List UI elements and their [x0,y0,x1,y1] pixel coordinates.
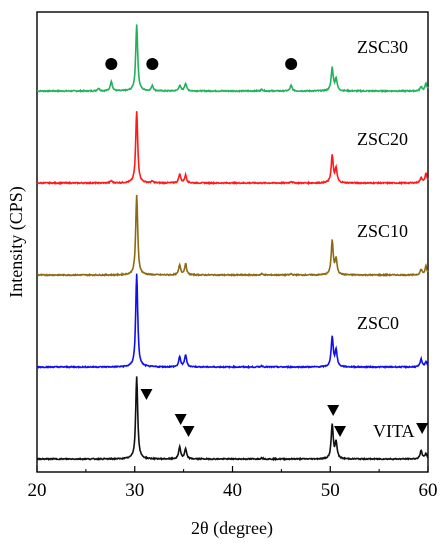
x-tick-label: 60 [419,480,438,501]
x-axis-label: 2θ (degree) [191,518,273,539]
triangle-marker [327,405,340,416]
series-line-zsc20 [36,111,429,186]
series-label-zsc30: ZSC30 [357,37,408,57]
triangle-marker [416,423,429,434]
circle-marker [146,58,159,70]
circle-marker [285,58,298,70]
series-line-zsc10 [36,194,429,278]
plot-frame [36,11,429,473]
triangle-marker [174,414,187,425]
series-label-zsc10: ZSC10 [357,221,408,241]
series-line-zsc0 [36,273,429,370]
triangle-marker [334,426,347,437]
x-tick-label: 30 [125,480,144,501]
series-labels: ZSC30 ZSC20 ZSC10 ZSC0 VITA [357,37,415,441]
x-tick-label: 20 [28,480,47,501]
x-axis-ticks: 20 30 40 50 60 [28,466,438,501]
series-label-zsc20: ZSC20 [357,129,408,149]
triangle-marker [182,426,195,437]
series-label-vita: VITA [373,421,415,441]
series-curves [36,24,429,462]
triangle-marker [140,389,153,400]
series-label-zsc0: ZSC0 [357,313,399,333]
x-tick-label: 40 [223,480,242,501]
series-line-vita [36,376,429,462]
x-tick-label: 50 [321,480,340,501]
peak-markers [105,58,429,437]
circle-marker [105,58,118,70]
y-axis-label: Intensity (CPS) [6,186,27,298]
series-line-zsc30 [36,24,429,94]
